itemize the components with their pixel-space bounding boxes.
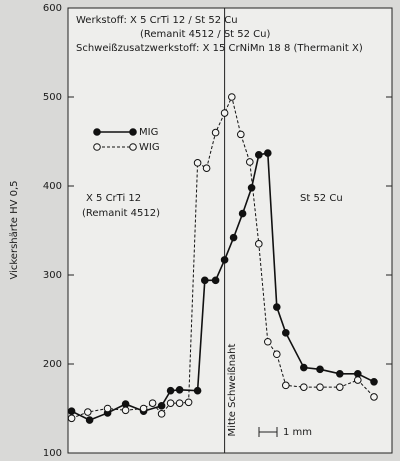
point bbox=[175, 386, 184, 394]
point bbox=[354, 376, 362, 384]
point bbox=[67, 407, 76, 415]
point bbox=[238, 209, 247, 218]
y-tick-label: 100 bbox=[43, 448, 62, 459]
legend-marker bbox=[93, 143, 101, 151]
point bbox=[67, 414, 76, 423]
point bbox=[184, 398, 193, 407]
scale-bar bbox=[258, 427, 278, 437]
point bbox=[202, 164, 211, 172]
annotation: (Remanit 4512 / St 52 Cu) bbox=[140, 29, 270, 40]
legend-marker bbox=[129, 143, 137, 151]
point bbox=[85, 416, 94, 424]
annotation: X 5 CrTi 12 bbox=[86, 193, 141, 204]
y-tick-label: 500 bbox=[43, 92, 62, 103]
annotation: St 52 Cu bbox=[300, 193, 343, 204]
point bbox=[193, 159, 202, 167]
point bbox=[273, 303, 281, 311]
point bbox=[282, 381, 290, 390]
point bbox=[370, 393, 378, 401]
point bbox=[282, 329, 290, 337]
point bbox=[336, 369, 344, 378]
y-axis-label: Vickershärte HV 0,5 bbox=[9, 180, 20, 279]
legend-marker bbox=[129, 128, 137, 136]
point bbox=[264, 149, 272, 157]
point bbox=[254, 151, 263, 159]
point bbox=[211, 276, 220, 285]
point bbox=[300, 363, 308, 372]
point bbox=[84, 408, 92, 416]
point bbox=[264, 337, 272, 346]
legend-label: WIG bbox=[139, 142, 160, 153]
point bbox=[273, 350, 281, 359]
point bbox=[229, 233, 238, 242]
point bbox=[121, 406, 130, 415]
y-tick-label: 300 bbox=[43, 270, 62, 281]
center-label: Mitte Schweißnaht bbox=[227, 343, 238, 436]
point bbox=[175, 399, 184, 407]
point bbox=[300, 383, 308, 391]
point bbox=[237, 130, 245, 139]
point bbox=[166, 399, 175, 407]
plot-frame bbox=[67, 7, 393, 454]
point bbox=[157, 402, 166, 410]
point bbox=[228, 93, 236, 101]
point bbox=[103, 404, 112, 413]
point bbox=[246, 158, 254, 166]
point bbox=[316, 365, 324, 374]
annotation: (Remanit 4512) bbox=[82, 208, 160, 219]
legend-marker bbox=[93, 128, 101, 136]
y-tick-label: 600 bbox=[43, 3, 62, 14]
scale-label: 1 mm bbox=[283, 427, 312, 438]
point bbox=[166, 386, 175, 395]
point bbox=[354, 369, 362, 378]
point bbox=[121, 400, 130, 408]
point bbox=[247, 183, 256, 192]
point bbox=[211, 128, 220, 137]
point bbox=[220, 109, 229, 117]
point bbox=[201, 276, 209, 285]
point bbox=[157, 410, 166, 418]
y-tick-label: 400 bbox=[43, 181, 62, 192]
point bbox=[193, 386, 202, 395]
legend-label: MIG bbox=[139, 127, 158, 138]
point bbox=[220, 256, 229, 264]
point bbox=[254, 240, 263, 248]
point bbox=[336, 383, 344, 391]
annotation: Werkstoff: X 5 CrTi 12 / St 52 Cu bbox=[76, 15, 238, 26]
point bbox=[370, 378, 378, 386]
point bbox=[139, 404, 148, 413]
annotation: Schweißzusatzwerkstoff: X 15 CrNiMn 18 8… bbox=[76, 43, 363, 54]
point bbox=[316, 383, 324, 391]
y-tick-label: 200 bbox=[43, 359, 62, 370]
point bbox=[148, 399, 157, 407]
